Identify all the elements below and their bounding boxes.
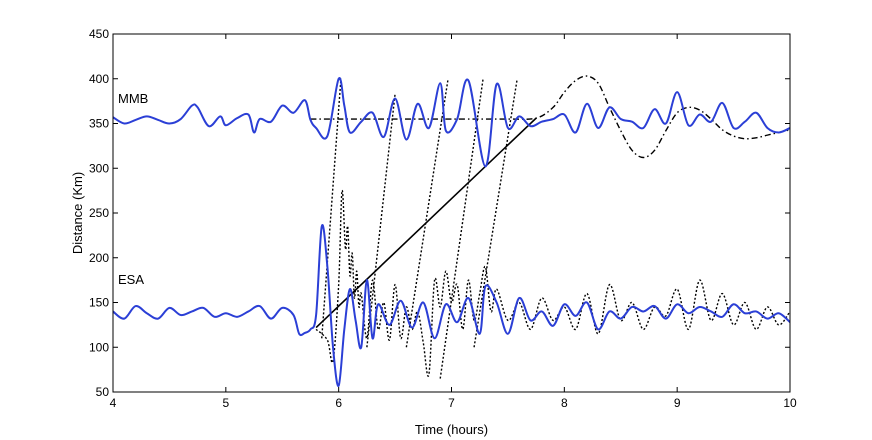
y-tick-label: 400 [89, 72, 109, 86]
series-line-black-dotted [315, 189, 790, 377]
y-tick-label: 250 [89, 206, 109, 220]
series-line-black-dotted [366, 93, 396, 348]
y-tick-label: 350 [89, 117, 109, 131]
series-line-black-dotted [321, 78, 342, 339]
series-line-blue-solid [113, 224, 790, 387]
y-tick-label: 200 [89, 251, 109, 265]
y-tick-label: 450 [89, 27, 109, 41]
x-tick-label: 4 [110, 396, 117, 410]
axes-frame [112, 33, 791, 393]
annotation-mmb: MMB [118, 91, 148, 106]
x-axis: 4 5 6 7 8 9 10 [110, 34, 797, 410]
x-tick-label: 7 [448, 396, 455, 410]
series-line-black-dotted [439, 78, 484, 379]
y-tick-label: 100 [89, 340, 109, 354]
series-line-black-dotted [473, 80, 518, 348]
plot-area [113, 75, 790, 387]
x-tick-label: 10 [783, 396, 797, 410]
y-axis: 50 100 150 200 250 300 350 400 450 [89, 27, 790, 399]
series-line-black-dotted [405, 78, 449, 348]
y-tick-label: 50 [96, 385, 110, 399]
series-line-black-dashdot [310, 75, 790, 159]
y-tick-label: 300 [89, 161, 109, 175]
y-tick-label: 150 [89, 296, 109, 310]
x-tick-label: 5 [222, 396, 229, 410]
annotation-esa: ESA [118, 272, 144, 287]
x-tick-label: 8 [561, 396, 568, 410]
x-axis-title: Time (hours) [415, 422, 488, 437]
x-tick-label: 6 [335, 396, 342, 410]
series-line-black-solid [315, 117, 537, 329]
series-line-blue-solid [113, 77, 790, 168]
x-tick-label: 9 [674, 396, 681, 410]
y-axis-title: Distance (Km) [70, 172, 85, 254]
